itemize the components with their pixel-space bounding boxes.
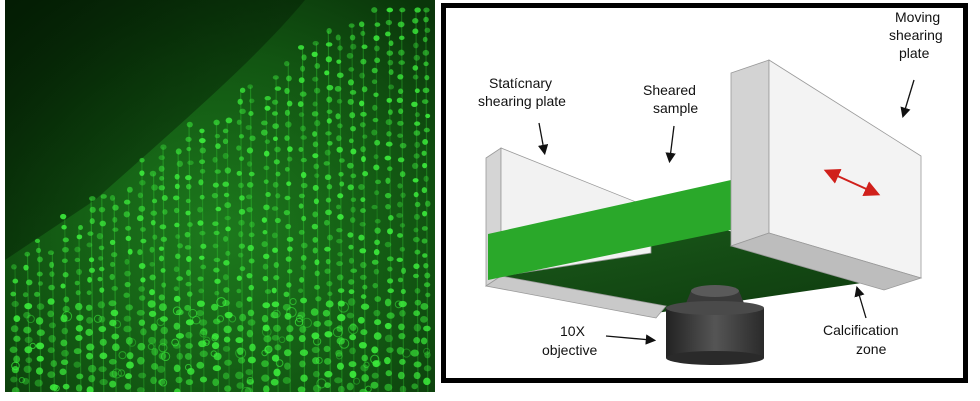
label-objective: 10X objective [542,323,597,358]
chondrocyte-cells [9,7,432,392]
shear-device-diagram: Statícnary shearing plate Sheared sample… [441,3,968,383]
label-stationary-plate: Statícnary shearing plate [478,75,566,109]
cell-column-streaks [14,9,429,392]
motion-arrow [823,169,881,196]
pointer-arrows [537,79,915,345]
label-moving-plate: Moving shearing plate [889,9,947,61]
label-calcification-zone: Calcification zone [823,322,902,357]
objective-lens [666,285,764,365]
fluorescence-micrograph [5,0,435,392]
label-sheared-sample: Sheared sample [643,82,700,116]
sheared-sample [488,180,731,280]
moving-shearing-plate [729,59,923,291]
